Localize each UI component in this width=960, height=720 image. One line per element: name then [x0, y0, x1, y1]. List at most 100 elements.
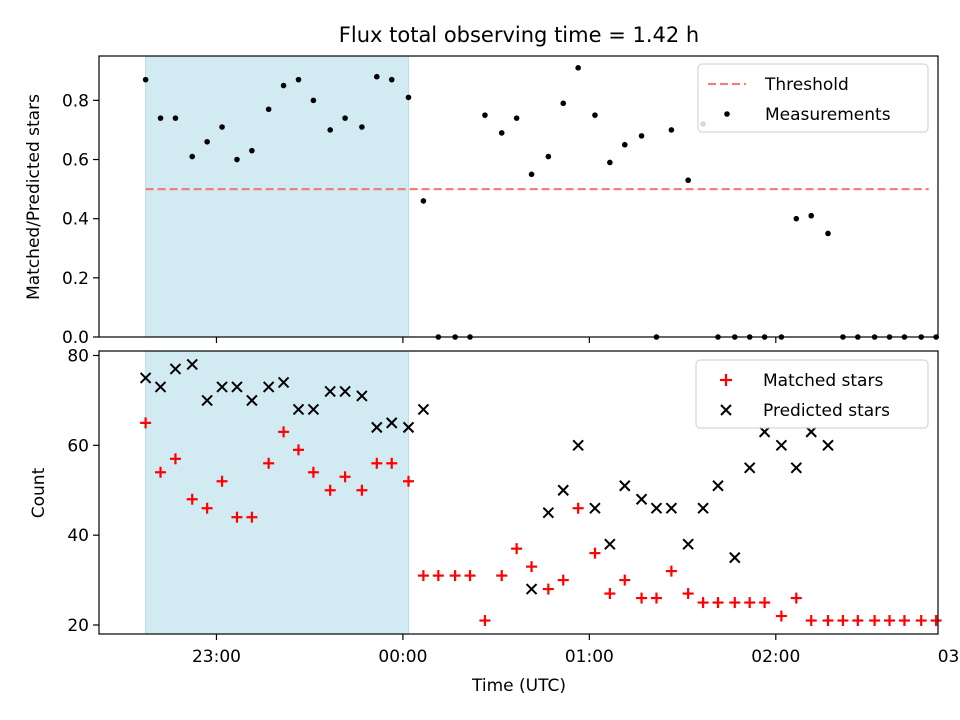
measurement-point	[327, 127, 333, 133]
measurement-point	[545, 153, 552, 160]
matched-star-point	[231, 511, 243, 523]
predicted-legend-swatch	[720, 404, 732, 416]
predicted-star-point	[186, 358, 198, 371]
measurement-point	[621, 141, 628, 148]
top-legend: Threshold Measurements	[697, 63, 929, 133]
matched-star-point	[155, 466, 167, 478]
predicted-star-point	[201, 394, 213, 407]
predicted-star-point	[292, 403, 305, 416]
predicted-star-point	[635, 493, 648, 505]
measurement-point	[575, 65, 581, 71]
matched-star-point	[790, 592, 802, 604]
matched-star-point	[729, 597, 741, 609]
predicted-star-point	[697, 502, 709, 514]
measurement-point	[204, 138, 210, 145]
measurement-point	[513, 115, 520, 121]
matched-star-point	[246, 511, 258, 523]
measurement-point	[808, 212, 815, 219]
predicted-star-point	[324, 385, 336, 398]
xtick-label: 01:00	[565, 647, 614, 667]
top-ytick-label: 0.6	[62, 151, 89, 171]
predicted-star-point	[805, 426, 817, 438]
predicted-star-point	[262, 381, 275, 393]
measurement-point	[295, 76, 302, 83]
predicted-star-point	[216, 381, 228, 393]
measurement-point	[498, 130, 505, 136]
top-shaded-region	[145, 55, 409, 338]
measurement-point	[420, 198, 427, 204]
predicted-star-point	[775, 439, 788, 452]
matched-star-point	[292, 444, 304, 456]
bottom-legend: Matched stars Predicted stars	[695, 359, 929, 429]
matched-star-point	[775, 610, 787, 622]
bottom-shaded-region	[145, 350, 409, 635]
predicted-star-point	[758, 426, 771, 438]
measurement-point	[265, 106, 272, 113]
predicted-star-point	[589, 502, 601, 514]
predicted-star-point	[139, 372, 152, 384]
predicted-star-point	[557, 484, 569, 496]
predicted-star-point	[790, 462, 803, 474]
matched-star-point	[572, 502, 584, 514]
measurements-legend-swatch	[724, 111, 730, 117]
matched-star-point	[356, 484, 368, 496]
top-ytick-label: 0.0	[62, 328, 89, 348]
predicted-star-point	[154, 381, 167, 393]
matched-star-point	[650, 592, 662, 604]
matched-star-point	[371, 457, 383, 469]
measurement-point	[310, 97, 317, 104]
matched-star-point	[386, 457, 398, 469]
matched-star-point	[307, 466, 319, 478]
measurement-point	[342, 115, 348, 121]
matched-star-point	[511, 543, 523, 555]
predicted-star-point	[650, 502, 663, 514]
predicted-star-point	[665, 502, 678, 514]
measurement-point	[482, 112, 488, 118]
predicted-star-point	[525, 583, 538, 595]
measurement-point	[405, 94, 412, 101]
predicted-star-point	[572, 439, 584, 452]
bottom-ytick-label: 80	[67, 346, 89, 366]
matched-star-point	[479, 615, 491, 627]
x-axis-label: Time (UTC)	[471, 676, 566, 696]
matched-star-point	[542, 583, 554, 595]
top-ytick-label: 0.4	[62, 210, 89, 230]
matched-star-point	[186, 493, 198, 505]
matched-star-point	[496, 570, 508, 582]
measurement-point	[234, 156, 240, 163]
matched-star-point	[712, 597, 724, 609]
predicted-star-point	[246, 394, 258, 407]
measurement-point	[172, 115, 179, 121]
matched-star-point	[324, 484, 336, 496]
bottom-y-axis-label: Count	[29, 467, 49, 518]
measurement-point	[638, 133, 645, 139]
matched-star-point	[822, 615, 834, 627]
measurement-point	[280, 82, 287, 89]
bottom-legend-box	[695, 359, 929, 429]
measurement-point	[793, 215, 800, 222]
bottom-ytick-label: 40	[67, 526, 89, 546]
matched-star-point	[744, 597, 756, 609]
matched-star-point	[619, 574, 631, 586]
xtick-label: 23:00	[192, 647, 241, 667]
matched-star-point	[759, 597, 771, 609]
measurement-point	[189, 153, 196, 160]
predicted-star-point	[356, 390, 368, 402]
matched-star-point	[805, 615, 817, 627]
xtick-label: 02:00	[751, 647, 800, 667]
matched-star-point	[339, 471, 351, 483]
measurement-point	[560, 100, 567, 107]
matched-star-point	[449, 570, 461, 582]
predicted-star-point	[231, 381, 243, 393]
measurement-point	[249, 147, 255, 154]
measurement-point	[219, 124, 225, 130]
bottom-ytick-label: 20	[67, 616, 89, 636]
matched-star-point	[526, 561, 538, 573]
matched-star-point	[216, 475, 228, 487]
matched-star-point	[930, 615, 942, 627]
predicted-star-point	[729, 551, 741, 564]
top-axes: 0.00.20.40.60.8 Matched/Predicted stars …	[24, 55, 939, 348]
predicted-star-point	[371, 421, 383, 434]
bottom-axes: 20 40 60 80 23:00 00:00 01:00 02:00 03:00 Count…	[29, 346, 960, 696]
predicted-star-point	[402, 421, 415, 434]
